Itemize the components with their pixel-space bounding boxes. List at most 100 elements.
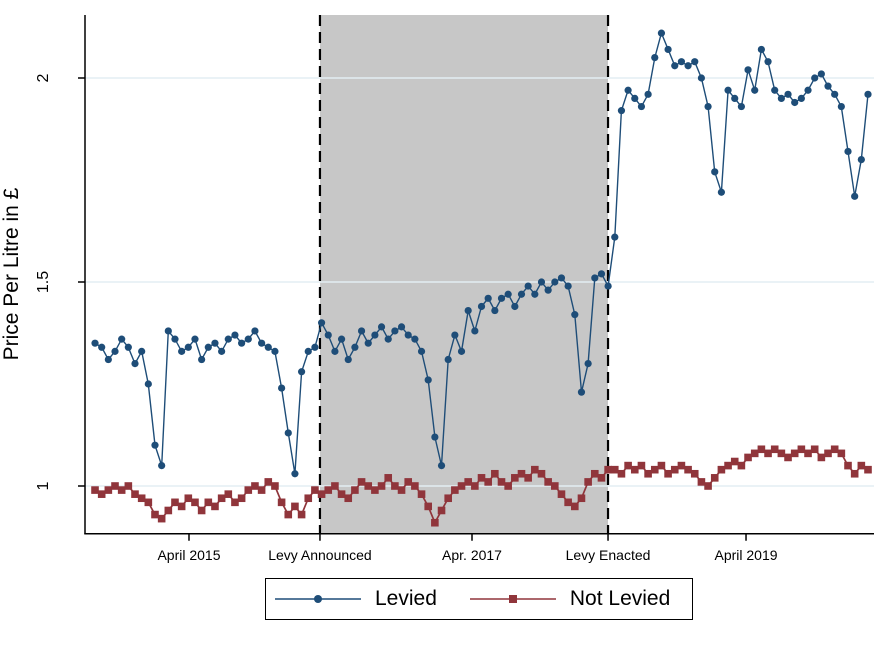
data-point <box>630 465 639 474</box>
data-point <box>610 465 619 474</box>
data-point <box>204 343 212 351</box>
data-point <box>357 478 366 486</box>
data-point <box>624 86 632 94</box>
data-point <box>784 453 792 462</box>
data-point <box>604 282 612 290</box>
data-point <box>571 311 579 319</box>
data-point <box>178 347 186 355</box>
data-point <box>344 355 352 364</box>
data-point <box>531 290 539 298</box>
data-point <box>204 498 213 507</box>
data-point <box>864 465 872 474</box>
data-point <box>511 302 519 311</box>
data-point <box>477 302 486 311</box>
data-point <box>311 486 319 494</box>
data-point <box>517 469 526 478</box>
data-point <box>104 355 112 364</box>
x-tick-label: April 2015 <box>157 547 220 563</box>
data-point <box>131 490 139 498</box>
data-point <box>364 339 372 347</box>
data-point <box>744 66 752 74</box>
data-point <box>791 98 799 107</box>
data-point <box>317 490 326 498</box>
data-point <box>537 469 546 478</box>
data-point <box>431 433 439 441</box>
data-point <box>111 347 119 355</box>
data-point <box>364 482 373 490</box>
data-point <box>617 107 626 115</box>
data-point <box>657 29 666 37</box>
data-point <box>177 502 186 511</box>
data-point <box>864 90 872 98</box>
data-point <box>164 327 172 335</box>
data-point <box>198 355 206 364</box>
data-point <box>264 478 273 486</box>
data-point <box>191 335 199 343</box>
x-tick-label: Levy Enacted <box>566 547 651 563</box>
data-point <box>104 486 113 494</box>
data-point <box>557 490 566 498</box>
data-point <box>677 58 686 66</box>
data-point <box>257 486 266 494</box>
data-point <box>417 347 426 355</box>
data-point <box>251 327 259 335</box>
data-point <box>97 490 106 498</box>
data-point <box>211 339 219 347</box>
data-point <box>844 461 852 470</box>
data-point <box>644 90 652 98</box>
data-point <box>171 498 179 507</box>
data-point <box>517 290 526 298</box>
data-point <box>857 461 866 470</box>
data-point <box>231 331 239 339</box>
data-point <box>717 188 726 196</box>
data-point <box>831 90 839 98</box>
data-point <box>271 482 279 490</box>
data-point <box>144 498 153 507</box>
not-levied-line-sample <box>469 595 556 603</box>
data-point <box>224 490 233 498</box>
data-point <box>357 327 366 335</box>
data-point <box>770 445 779 454</box>
data-point <box>617 469 626 478</box>
data-point <box>597 270 606 278</box>
data-point <box>244 335 252 343</box>
data-point <box>411 335 419 343</box>
data-point <box>844 147 852 156</box>
data-point <box>591 274 599 282</box>
data-point <box>657 461 666 470</box>
data-point <box>484 478 492 486</box>
data-point <box>737 102 745 111</box>
series-levied <box>91 29 872 478</box>
data-point <box>437 506 446 515</box>
data-point <box>484 294 492 302</box>
data-point <box>304 494 313 503</box>
data-point <box>691 58 699 66</box>
data-point <box>244 486 253 494</box>
data-point <box>397 323 406 331</box>
data-point <box>258 339 266 347</box>
tick-labels: 1 1.5 2 April 2015 Levy Announced Apr. 2017 Le… <box>35 73 778 563</box>
data-point <box>637 461 646 470</box>
data-point <box>384 474 393 482</box>
y-tick-label-2: 2 <box>35 73 52 82</box>
data-point <box>524 282 532 290</box>
data-point <box>237 494 246 503</box>
data-point <box>351 343 359 351</box>
data-point <box>471 482 479 490</box>
data-point <box>544 286 552 294</box>
data-point <box>757 445 766 454</box>
data-point <box>431 518 439 527</box>
data-point <box>717 465 726 474</box>
data-point <box>457 482 466 490</box>
data-point <box>417 490 426 498</box>
data-point <box>157 514 166 523</box>
data-point <box>684 62 692 70</box>
data-point <box>850 469 859 478</box>
data-point <box>424 376 432 384</box>
data-point <box>590 469 599 478</box>
data-point <box>397 486 406 494</box>
data-point <box>218 347 226 355</box>
data-point <box>444 494 452 503</box>
data-point <box>444 355 452 364</box>
